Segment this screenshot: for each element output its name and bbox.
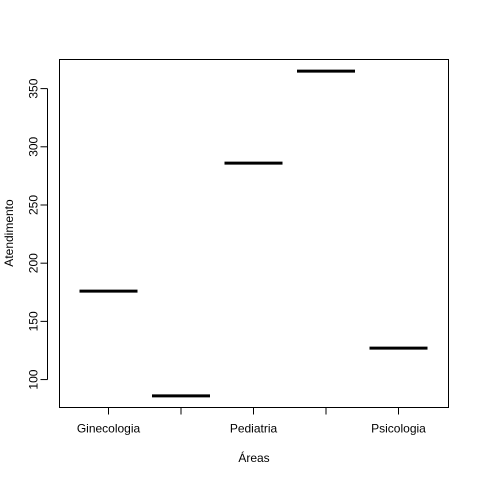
data-marks xyxy=(79,69,428,398)
y-axis: 100 150 200 250 300 350 xyxy=(27,78,48,390)
y-tick-label: 200 xyxy=(27,253,41,273)
y-tick-label: 350 xyxy=(27,78,41,98)
x-tick-label: Psicologia xyxy=(371,422,426,436)
y-axis-title: Atendimento xyxy=(2,199,16,267)
x-tick-label: Pediatria xyxy=(230,422,278,436)
x-axis: Ginecologia Pediatria Psicologia xyxy=(77,407,426,436)
y-tick-label: 250 xyxy=(27,195,41,215)
y-tick-label: 300 xyxy=(27,136,41,156)
y-tick-label: 100 xyxy=(27,369,41,389)
x-tick-label: Ginecologia xyxy=(77,422,141,436)
x-axis-title: Áreas xyxy=(238,450,269,465)
y-tick-label: 150 xyxy=(27,311,41,331)
